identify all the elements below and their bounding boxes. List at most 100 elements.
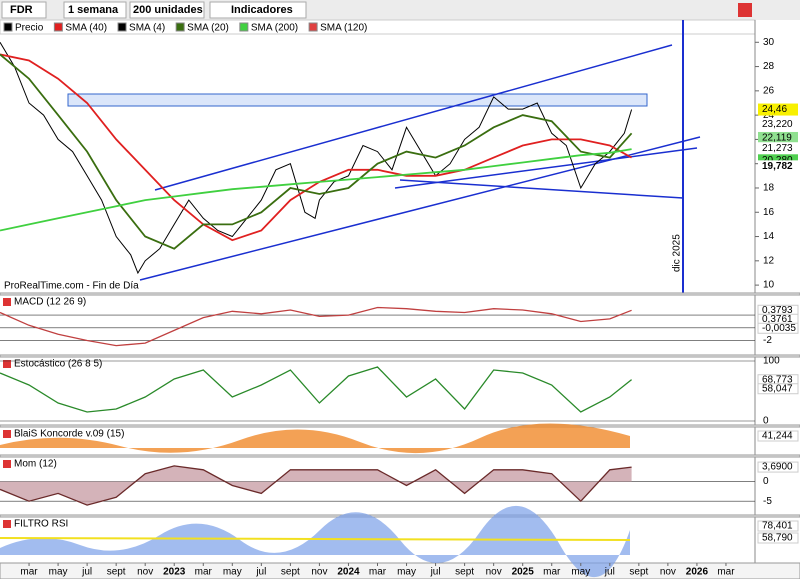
legend-label: SMA (20) — [187, 23, 229, 34]
legend-label: SMA (200) — [251, 23, 298, 34]
value-label: 68,773 — [762, 374, 793, 385]
panel-title: Mom (12) — [14, 459, 57, 470]
x-tick-label: nov — [137, 567, 153, 578]
legend-label: SMA (4) — [129, 23, 165, 34]
value-label: 0,3761 — [762, 314, 793, 325]
y-tick-label: 10 — [763, 280, 775, 291]
refresh-icon[interactable] — [738, 3, 752, 17]
value-label-box — [757, 430, 799, 442]
x-tick-label: may — [49, 567, 68, 578]
value-label: -0,0035 — [762, 323, 796, 334]
y-tick-label: 12 — [763, 255, 775, 266]
value-label-box — [757, 532, 799, 544]
legend-label: SMA (120) — [320, 23, 367, 34]
indicators-box[interactable] — [209, 1, 307, 19]
price-label: 19,782 — [762, 161, 793, 172]
rsi-area — [0, 505, 630, 578]
panel-title: Estocástico (26 8 5) — [14, 359, 102, 370]
price-label: 21,273 — [762, 143, 793, 154]
x-tick-label: jul — [81, 567, 92, 578]
series-line — [0, 53, 633, 250]
x-tick-label: nov — [486, 567, 502, 578]
value-label: 0,3793 — [762, 305, 793, 316]
units-box[interactable] — [129, 1, 205, 19]
x-tick-label: sept — [281, 567, 300, 578]
period-box[interactable] — [63, 1, 127, 19]
trend-line — [394, 147, 698, 189]
y-tick-label: 30 — [763, 37, 775, 48]
price-label-box — [758, 142, 798, 155]
legend-swatch — [117, 22, 127, 32]
value-label: 3,6900 — [762, 462, 793, 473]
x-tick-label: 2025 — [512, 567, 535, 578]
x-tick-label: jul — [430, 567, 441, 578]
symbol[interactable]: FDR — [10, 4, 33, 16]
price-label-box — [758, 160, 798, 173]
value-label-box — [757, 461, 799, 473]
symbol-box[interactable] — [1, 1, 47, 19]
price-label-box — [758, 118, 798, 131]
legend-swatch — [3, 22, 13, 32]
y-tick-label: 16 — [763, 207, 775, 218]
series-line — [0, 306, 632, 347]
legend-swatch — [308, 22, 318, 32]
panel-title: FILTRO RSI — [14, 519, 68, 530]
x-tick-label: mar — [369, 567, 387, 578]
footer: ProRealTime.com - Fin de Día — [4, 281, 139, 292]
y-tick-label: 28 — [763, 61, 775, 72]
panel-title-box — [3, 298, 11, 306]
value-label: 58,790 — [762, 533, 793, 544]
trend-line — [399, 179, 684, 199]
y-tick-label: -2 — [763, 335, 772, 346]
series-line — [0, 42, 633, 275]
panel-title: MACD (12 26 9) — [14, 297, 86, 308]
x-tick-label: 2026 — [686, 567, 709, 578]
y-tick-label: 0 — [763, 476, 769, 487]
units[interactable]: 200 unidades — [133, 4, 203, 16]
y-tick-label: 26 — [763, 85, 775, 96]
series-line — [0, 366, 633, 413]
price-label: 24,46 — [762, 104, 787, 115]
value-label-box — [757, 322, 799, 334]
zone-box — [67, 93, 648, 107]
y-tick-label: 100 — [763, 356, 780, 367]
x-tick-label: sept — [629, 567, 648, 578]
x-tick-label: mar — [543, 567, 561, 578]
series-line — [0, 465, 632, 506]
value-label: 78,401 — [762, 521, 793, 532]
panel-title-box — [3, 360, 11, 368]
x-tick-label: mar — [20, 567, 38, 578]
price-label: 23,220 — [762, 119, 793, 130]
series-line — [0, 148, 632, 232]
indicators[interactable]: Indicadores — [231, 4, 293, 16]
value-label-box — [757, 520, 799, 532]
x-tick-label: 2024 — [337, 567, 360, 578]
x-tick-label: 2023 — [163, 567, 186, 578]
period[interactable]: 1 semana — [68, 4, 119, 16]
price-label: 22,119 — [762, 133, 792, 144]
x-tick-label: jul — [604, 567, 615, 578]
value-label-box — [757, 383, 799, 395]
x-tick-label: sept — [455, 567, 474, 578]
value-label: 58,047 — [762, 383, 793, 394]
trend-line — [139, 136, 701, 281]
legend-bar — [0, 19, 756, 35]
legend-swatch — [239, 22, 249, 32]
x-tick-label: may — [223, 567, 242, 578]
trend-line — [154, 44, 673, 191]
x-tick-label: may — [397, 567, 416, 578]
x-tick-label: nov — [660, 567, 676, 578]
x-tick-label: jul — [255, 567, 266, 578]
event-label: dic 2025 — [672, 234, 683, 272]
y-tick-label: 0 — [763, 416, 769, 427]
panel-title-box — [3, 520, 11, 528]
price-label-box — [758, 103, 798, 116]
rsi-line — [0, 537, 631, 541]
panel-title-box — [3, 460, 11, 468]
x-tick-label: nov — [311, 567, 327, 578]
y-tick-label: -5 — [763, 496, 772, 507]
koncorde-area — [0, 423, 630, 454]
x-tick-label: mar — [717, 567, 735, 578]
x-tick-label: may — [571, 567, 590, 578]
